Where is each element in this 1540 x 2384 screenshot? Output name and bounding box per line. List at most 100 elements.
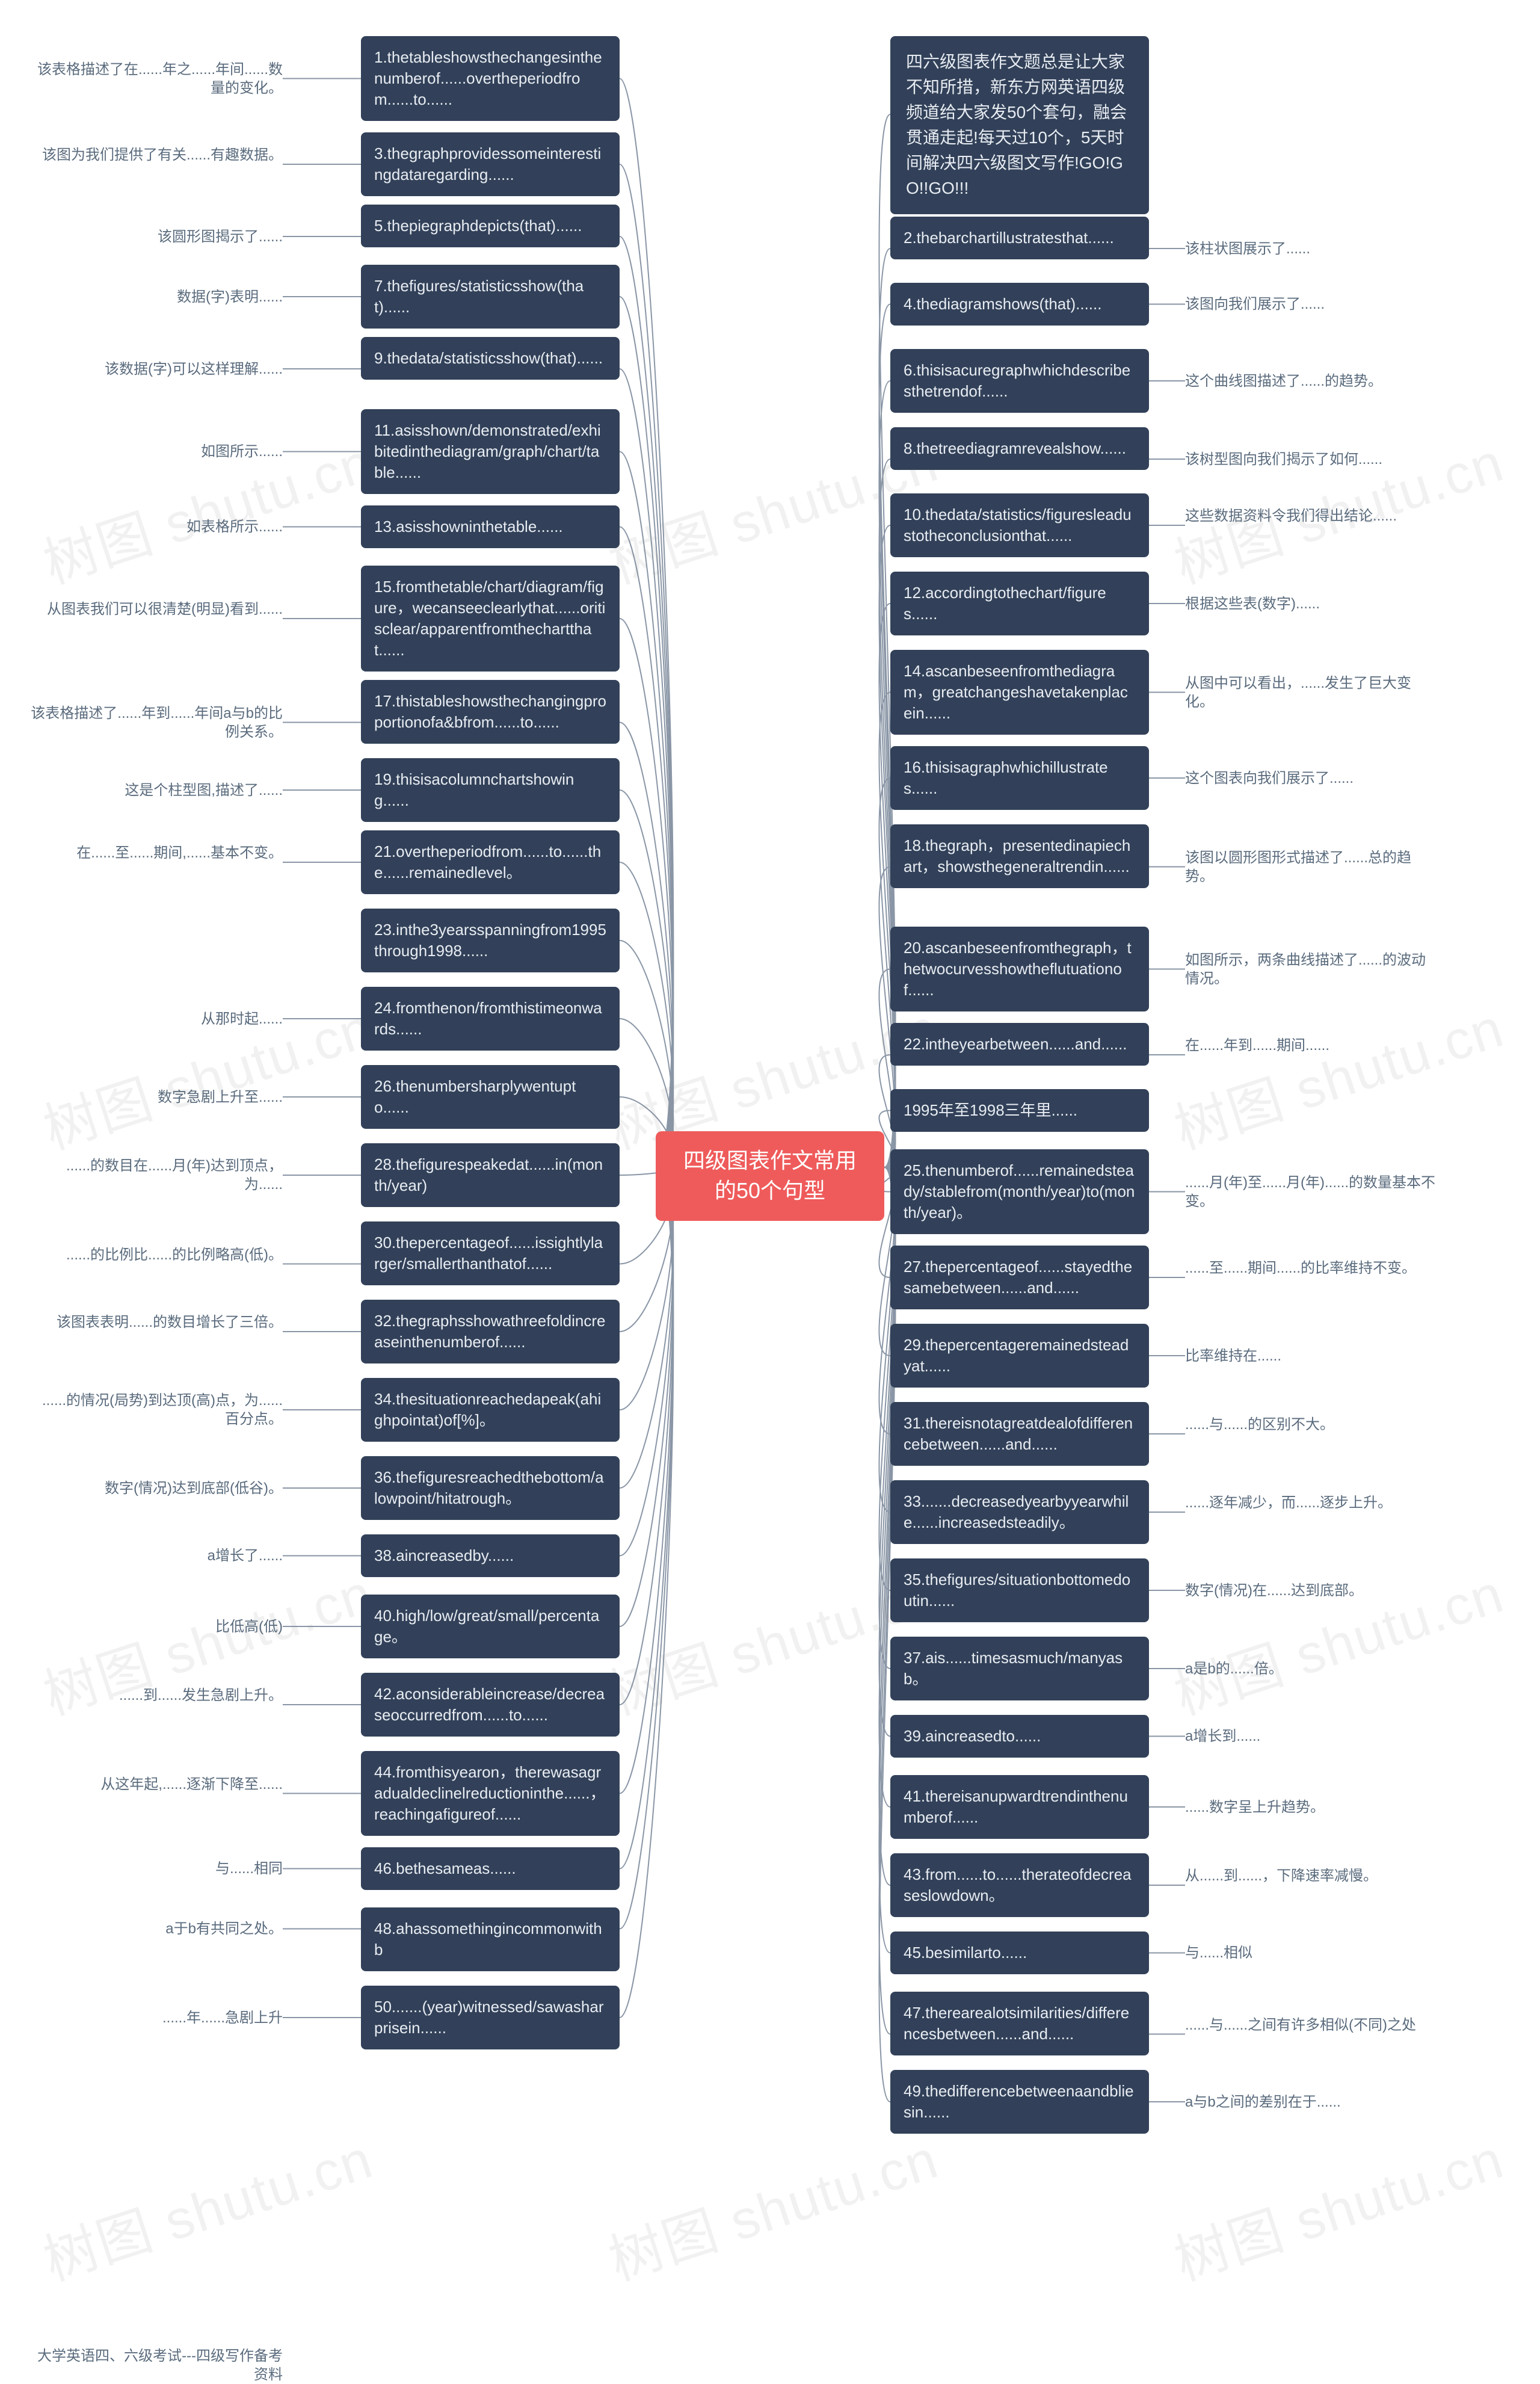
branch-node-right: 10.thedata/statistics/figuresleadustothe… xyxy=(890,493,1149,557)
branch-node-left: 34.thesituationreachedapeak(ahighpointat… xyxy=(361,1378,620,1442)
branch-node-right: 2.thebarchartillustratesthat...... xyxy=(890,217,1149,259)
branch-node-left: 1.thetableshowsthechangesinthenumberof..… xyxy=(361,36,620,121)
leaf-node-right: 该图向我们展示了...... xyxy=(1185,295,1438,313)
branch-node-right: 29.thepercentageremainedsteadyat...... xyxy=(890,1324,1149,1388)
branch-node-right: 12.accordingtothechart/figures...... xyxy=(890,572,1149,635)
leaf-node-right: a增长到...... xyxy=(1185,1727,1438,1746)
branch-node-right: 16.thisisagraphwhichillustrates...... xyxy=(890,746,1149,810)
branch-node-left: 44.fromthisyearon，therewasagradualdeclin… xyxy=(361,1751,620,1836)
branch-node-right: 8.thetreediagramrevealshow...... xyxy=(890,427,1149,470)
leaf-node-left: 如图所示...... xyxy=(30,442,283,461)
watermark: 树图 shutu.cn xyxy=(32,2116,381,2296)
branch-node-left: 36.thefiguresreachedthebottom/alowpoint/… xyxy=(361,1456,620,1520)
leaf-node-left: 该圆形图揭示了...... xyxy=(30,227,283,246)
leaf-node-right: ......逐年减少，而......逐步上升。 xyxy=(1185,1493,1438,1512)
leaf-node-right: ......月(年)至......月(年)......的数量基本不变。 xyxy=(1185,1173,1438,1211)
leaf-node-left: 该数据(字)可以这样理解...... xyxy=(30,360,283,378)
leaf-node-right: 这个曲线图描述了......的趋势。 xyxy=(1185,372,1438,391)
branch-node-right: 25.thenumberof......remainedsteady/stabl… xyxy=(890,1149,1149,1234)
leaf-node-left: 与......相同 xyxy=(30,1859,283,1878)
leaf-node-left: 数据(字)表明...... xyxy=(30,288,283,306)
leaf-node-right: 在......年到......期间...... xyxy=(1185,1036,1438,1055)
leaf-node-right: 这些数据资料令我们得出结论...... xyxy=(1185,507,1438,525)
leaf-node-right: 与......相似 xyxy=(1185,1944,1438,1962)
branch-node-left: 24.fromthenon/fromthistimeonwards...... xyxy=(361,987,620,1051)
intro-node: 四六级图表作文题总是让大家不知所措，新东方网英语四级频道给大家发50个套句，融会… xyxy=(890,36,1149,214)
branch-node-left: 15.fromthetable/chart/diagram/figure，wec… xyxy=(361,566,620,672)
leaf-node-left: 从这年起,......逐渐下降至...... xyxy=(30,1775,283,1794)
branch-node-right: 14.ascanbeseenfromthediagram，greatchange… xyxy=(890,650,1149,735)
leaf-node-left: ......到......发生急剧上升。 xyxy=(30,1686,283,1705)
branch-node-right: 35.thefigures/situationbottomedoutin....… xyxy=(890,1558,1149,1622)
leaf-node-left: ......的比例比......的比例略高(低)。 xyxy=(30,1246,283,1264)
watermark: 树图 shutu.cn xyxy=(1163,984,1512,1164)
branch-node-right: 1995年至1998三年里...... xyxy=(890,1089,1149,1132)
leaf-node-left: 该表格描述了在......年之......年间......数量的变化。 xyxy=(30,60,283,97)
leaf-node-right: 该柱状图展示了...... xyxy=(1185,239,1438,258)
branch-node-right: 27.thepercentageof......stayedthesamebet… xyxy=(890,1246,1149,1309)
leaf-node-left: 该图表表明......的数目增长了三倍。 xyxy=(30,1313,283,1332)
leaf-node-right: ......数字呈上升趋势。 xyxy=(1185,1798,1438,1817)
leaf-node-left: a增长了...... xyxy=(30,1546,283,1565)
leaf-node-right: a是b的......倍。 xyxy=(1185,1660,1438,1678)
leaf-node-left: ......的情况(局势)到达顶(高)点，为......百分点。 xyxy=(30,1391,283,1428)
branch-node-right: 47.therearealotsimilarities/differencesb… xyxy=(890,1992,1149,2055)
footer-leaf: 大学英语四、六级考试---四级写作备考资料 xyxy=(30,2347,283,2384)
leaf-node-left: 从图表我们可以很清楚(明显)看到...... xyxy=(30,600,283,619)
branch-node-left: 9.thedata/statisticsshow(that)...... xyxy=(361,337,620,380)
watermark: 树图 shutu.cn xyxy=(1163,1550,1512,1730)
leaf-node-left: 如表格所示...... xyxy=(30,517,283,536)
leaf-node-right: 比率维持在...... xyxy=(1185,1347,1438,1365)
leaf-node-right: 如图所示，两条曲线描述了......的波动情况。 xyxy=(1185,951,1438,988)
branch-node-left: 28.thefigurespeakedat......in(month/year… xyxy=(361,1143,620,1207)
leaf-node-right: 从......到......，下降速率减慢。 xyxy=(1185,1867,1438,1885)
leaf-node-right: 数字(情况)在......达到底部。 xyxy=(1185,1581,1438,1600)
center-node: 四级图表作文常用的50个句型 xyxy=(656,1131,884,1221)
branch-node-right: 18.thegraph，presentedinapiechart，showsth… xyxy=(890,824,1149,888)
leaf-node-right: 该图以圆形图形式描述了......总的趋势。 xyxy=(1185,848,1438,886)
leaf-node-left: a于b有共同之处。 xyxy=(30,1919,283,1938)
leaf-node-left: 该表格描述了......年到......年间a与b的比例关系。 xyxy=(30,704,283,741)
leaf-node-right: 这个图表向我们展示了...... xyxy=(1185,769,1438,788)
branch-node-left: 48.ahassomethingincommonwithb xyxy=(361,1907,620,1971)
branch-node-right: 22.intheyearbetween......and...... xyxy=(890,1023,1149,1066)
branch-node-left: 19.thisisacolumnchartshowing...... xyxy=(361,758,620,822)
leaf-node-left: 该图为我们提供了有关......有趣数据。 xyxy=(30,146,283,164)
watermark: 树图 shutu.cn xyxy=(598,2116,947,2296)
branch-node-right: 43.from......to......therateofdecreasesl… xyxy=(890,1853,1149,1917)
leaf-node-right: a与b之间的差别在于...... xyxy=(1185,2093,1438,2111)
branch-node-left: 11.asisshown/demonstrated/exhibitedinthe… xyxy=(361,409,620,494)
leaf-node-right: 该树型图向我们揭示了如何...... xyxy=(1185,450,1438,469)
leaf-node-right: 从图中可以看出，......发生了巨大变化。 xyxy=(1185,674,1438,711)
branch-node-right: 31.thereisnotagreatdealofdifferencebetwe… xyxy=(890,1402,1149,1466)
branch-node-left: 7.thefigures/statisticsshow(that)...... xyxy=(361,265,620,329)
leaf-node-right: ......至......期间......的比率维持不变。 xyxy=(1185,1259,1438,1277)
branch-node-right: 39.aincreasedto...... xyxy=(890,1715,1149,1758)
branch-node-right: 6.thisisacuregraphwhichdescribesthetrend… xyxy=(890,349,1149,413)
branch-node-left: 17.thistableshowsthechangingproportionof… xyxy=(361,680,620,744)
branch-node-right: 41.thereisanupwardtrendinthenumberof....… xyxy=(890,1775,1149,1839)
leaf-node-left: 数字急剧上升至...... xyxy=(30,1088,283,1107)
leaf-node-right: ......与......之间有许多相似(不同)之处 xyxy=(1185,2016,1438,2034)
branch-node-left: 40.high/low/great/small/percentage。 xyxy=(361,1595,620,1658)
branch-node-right: 45.besimilarto...... xyxy=(890,1932,1149,1974)
leaf-node-left: ......年......急剧上升 xyxy=(30,2009,283,2027)
branch-node-right: 49.thedifferencebetweenaandbliesin...... xyxy=(890,2070,1149,2134)
branch-node-left: 5.thepiegraphdepicts(that)...... xyxy=(361,205,620,247)
branch-node-left: 13.asisshowninthetable...... xyxy=(361,505,620,548)
watermark: 树图 shutu.cn xyxy=(1163,2116,1512,2296)
branch-node-left: 50.......(year)witnessed/sawasharprisein… xyxy=(361,1986,620,2049)
leaf-node-left: 这是个柱型图,描述了...... xyxy=(30,781,283,800)
branch-node-left: 38.aincreasedby...... xyxy=(361,1534,620,1577)
branch-node-left: 23.inthe3yearsspanningfrom1995through199… xyxy=(361,909,620,972)
branch-node-right: 33.......decreasedyearbyyearwhile......i… xyxy=(890,1480,1149,1544)
branch-node-left: 21.overtheperiodfrom......to......the...… xyxy=(361,830,620,894)
branch-node-left: 32.thegraphsshowathreefoldincreaseinthen… xyxy=(361,1300,620,1363)
branch-node-right: 37.ais......timesasmuch/manyasb。 xyxy=(890,1637,1149,1700)
branch-node-right: 4.thediagramshows(that)...... xyxy=(890,283,1149,326)
leaf-node-left: 比低高(低) xyxy=(30,1617,283,1636)
branch-node-left: 30.thepercentageof......issightlylarger/… xyxy=(361,1221,620,1285)
branch-node-right: 20.ascanbeseenfromthegraph，thetwocurvess… xyxy=(890,927,1149,1011)
leaf-node-left: 数字(情况)达到底部(低谷)。 xyxy=(30,1479,283,1498)
branch-node-left: 3.thegraphprovidessomeinterestingdatareg… xyxy=(361,132,620,196)
